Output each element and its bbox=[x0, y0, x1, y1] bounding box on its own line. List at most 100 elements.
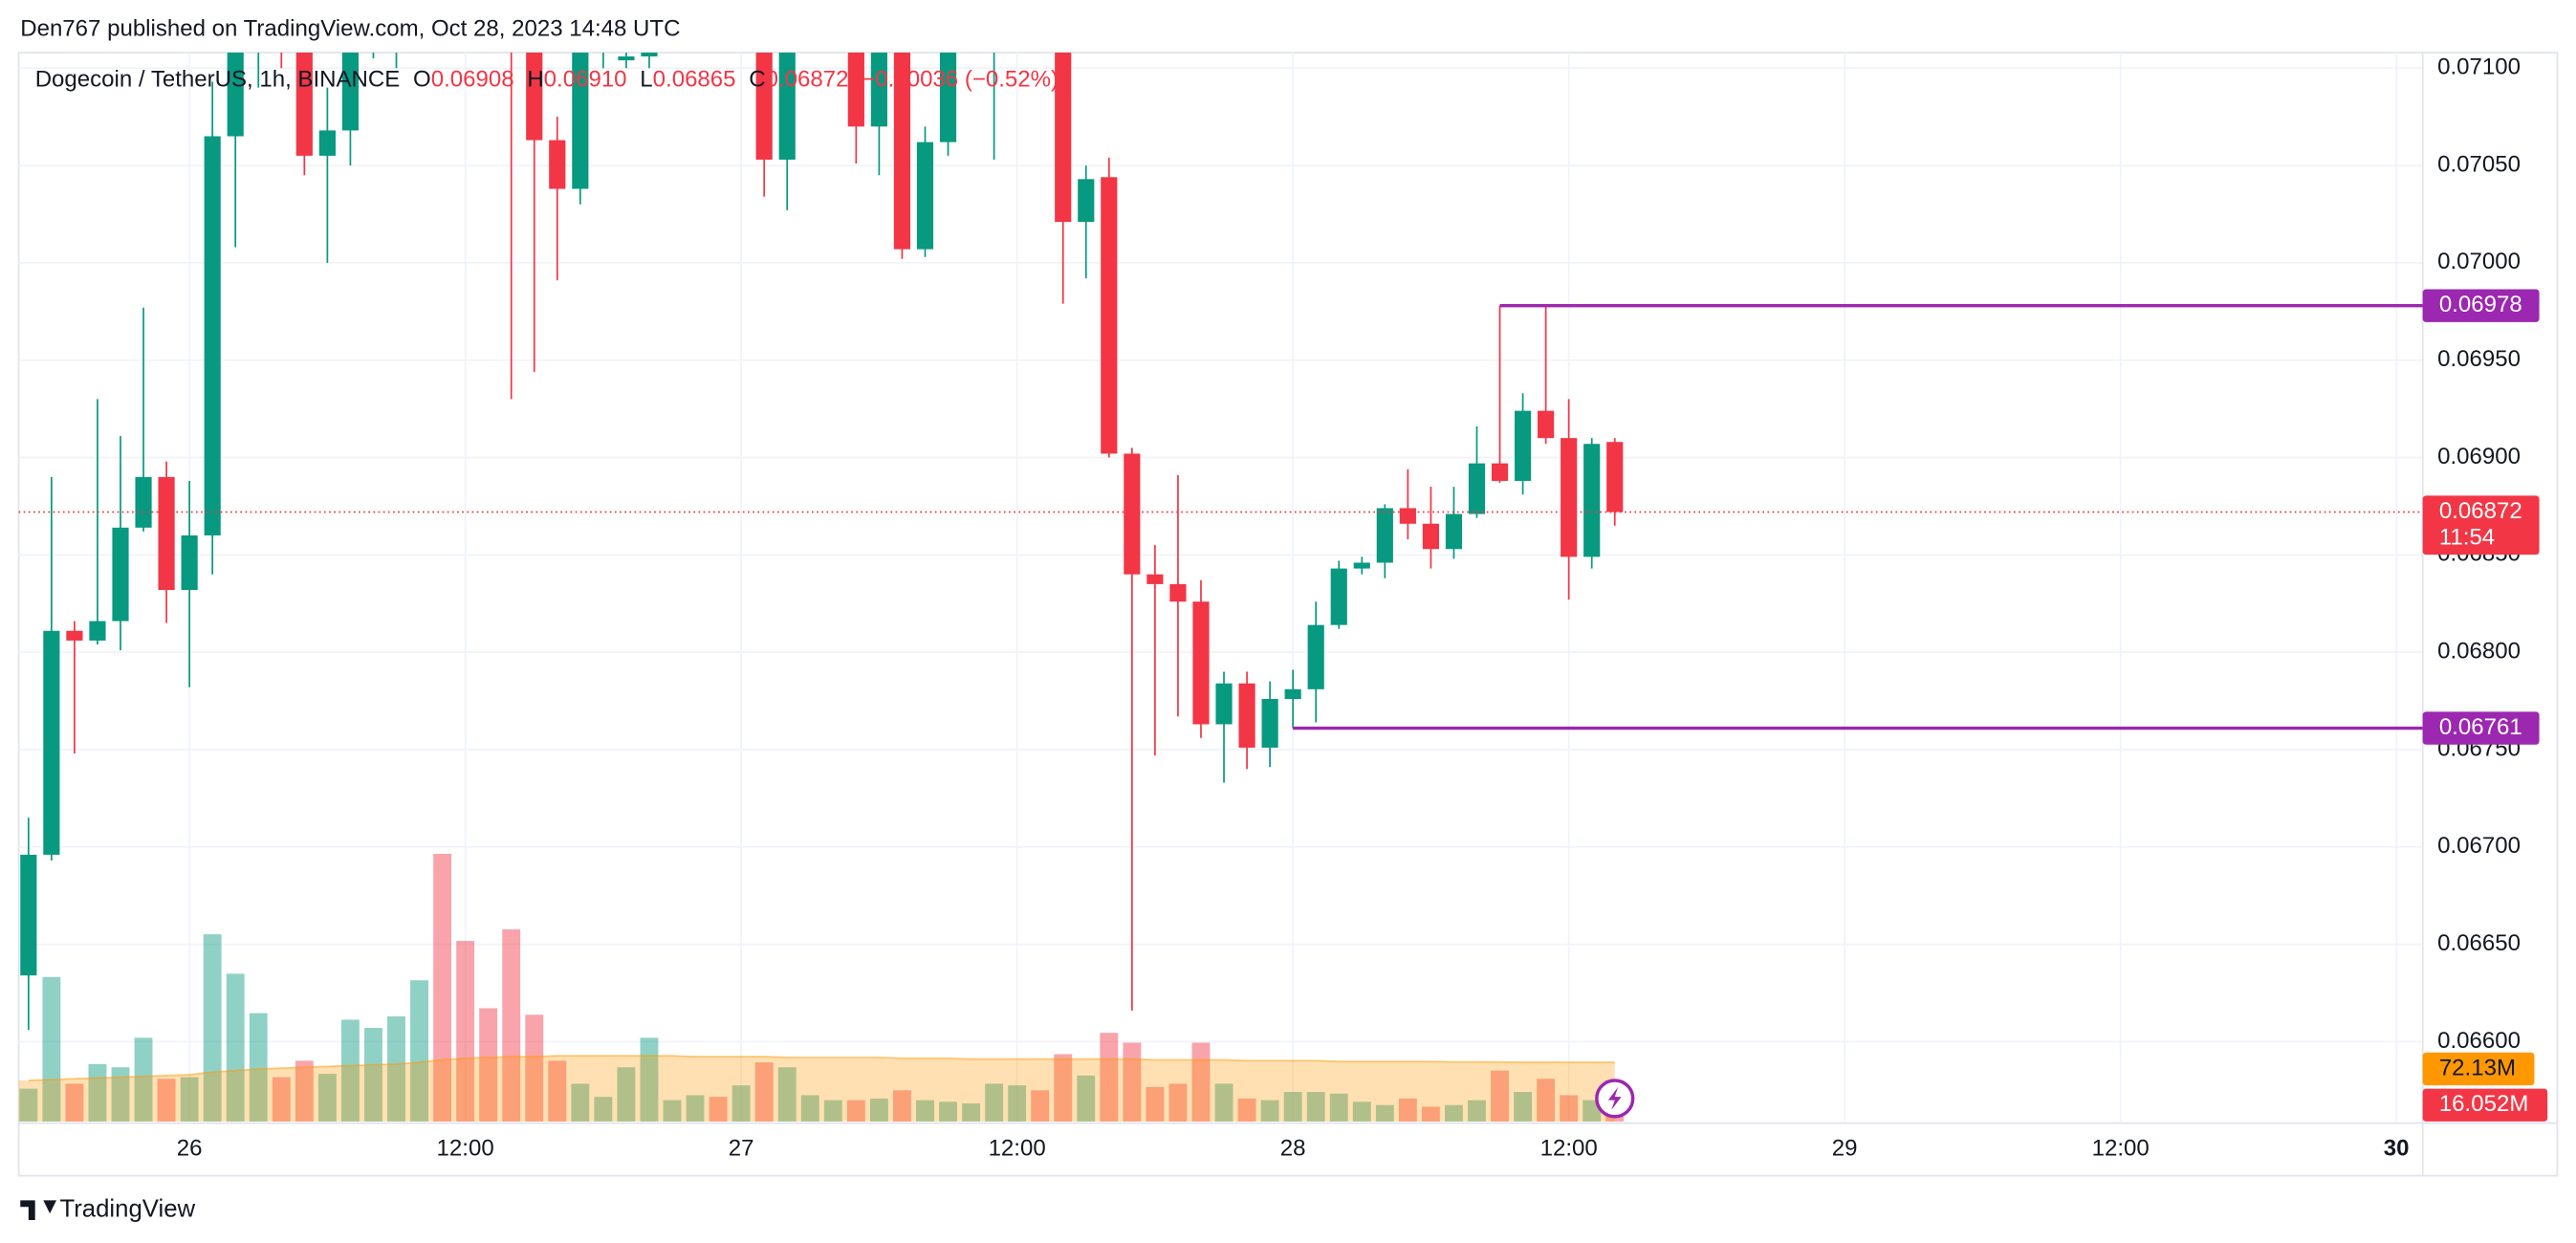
volume-bar bbox=[157, 1079, 176, 1122]
candle-body bbox=[1538, 410, 1555, 439]
volume-bar bbox=[249, 1013, 268, 1122]
volume-bar bbox=[548, 1060, 567, 1122]
volume-tag-label: 16.052M bbox=[2439, 1091, 2529, 1117]
candle-body bbox=[1307, 624, 1324, 689]
volume-bar bbox=[1214, 1083, 1233, 1122]
candle-body bbox=[1514, 410, 1532, 481]
volume-bar bbox=[754, 1062, 774, 1122]
candle-body bbox=[1124, 453, 1141, 575]
volume-bar bbox=[1283, 1092, 1302, 1122]
volume-bar bbox=[295, 1060, 314, 1122]
candles bbox=[20, 52, 1624, 1031]
price-tag-label: 0.06978 bbox=[2439, 292, 2522, 317]
candle-body bbox=[1445, 513, 1463, 550]
volume-bar bbox=[317, 1074, 337, 1122]
candle-body bbox=[227, 52, 244, 137]
volume-bar bbox=[42, 976, 61, 1122]
candle-body bbox=[181, 534, 198, 590]
volume-bar bbox=[387, 1016, 405, 1122]
volume-bar bbox=[1237, 1098, 1256, 1122]
volume-bar bbox=[1008, 1085, 1027, 1122]
volume-bar bbox=[1146, 1086, 1165, 1122]
candle-body bbox=[778, 52, 796, 160]
ohlc-key: C bbox=[749, 66, 765, 92]
volume-bar bbox=[272, 1077, 291, 1122]
volume-bar bbox=[203, 934, 222, 1122]
candle-body bbox=[1422, 523, 1439, 550]
y-tick-label: 0.07000 bbox=[2437, 249, 2521, 274]
volume-bar bbox=[502, 928, 521, 1122]
x-tick-label: 29 bbox=[1832, 1135, 1858, 1161]
volume-bar bbox=[433, 853, 452, 1122]
x-tick-label: 12:00 bbox=[2092, 1135, 2150, 1161]
volume-bar bbox=[594, 1097, 613, 1122]
candle-body bbox=[318, 130, 336, 156]
y-tick-label: 0.06800 bbox=[2437, 638, 2521, 664]
volume-bar bbox=[1421, 1106, 1440, 1122]
candle-body bbox=[916, 142, 934, 250]
candle-body bbox=[295, 52, 313, 156]
countdown-label: 11:54 bbox=[2439, 524, 2495, 550]
volume-bar bbox=[1537, 1079, 1556, 1122]
volume-bar bbox=[1514, 1092, 1533, 1122]
candle-body bbox=[1261, 699, 1278, 748]
volume-bar bbox=[939, 1101, 957, 1122]
volume-bar bbox=[892, 1090, 911, 1122]
candle-body bbox=[1399, 508, 1416, 524]
volume-bar bbox=[800, 1095, 819, 1122]
candle-body bbox=[1238, 683, 1255, 748]
volume-bar bbox=[571, 1083, 590, 1122]
x-tick-label: 12:00 bbox=[1540, 1135, 1598, 1161]
volume-bar bbox=[1491, 1070, 1509, 1122]
volume-bar bbox=[479, 1008, 498, 1122]
ohlc-value: 0.06865 bbox=[653, 66, 736, 92]
volume-bar bbox=[180, 1077, 199, 1122]
volume-bar bbox=[1352, 1101, 1371, 1122]
price-tag bbox=[2422, 711, 2540, 745]
volume-bar bbox=[19, 1088, 38, 1122]
published-note: Den767 published on TradingView.com, Oct… bbox=[20, 15, 680, 41]
last-price-label: 0.06872 bbox=[2439, 498, 2522, 524]
volume-bar bbox=[364, 1028, 382, 1122]
x-tick-label: 12:00 bbox=[437, 1135, 494, 1161]
x-tick-label: 27 bbox=[729, 1135, 754, 1161]
volume-bar bbox=[962, 1103, 981, 1122]
volume-bar bbox=[1375, 1104, 1394, 1122]
candle-body bbox=[158, 476, 175, 590]
volume-bar bbox=[1031, 1090, 1050, 1122]
volume-bar bbox=[709, 1097, 728, 1122]
ohlc-key: O bbox=[413, 66, 431, 92]
y-tick-label: 0.06950 bbox=[2437, 346, 2521, 372]
volume-bar bbox=[1468, 1100, 1486, 1122]
x-tick-label: 26 bbox=[177, 1135, 203, 1161]
candle-body bbox=[1078, 179, 1095, 223]
candle-body bbox=[341, 52, 360, 131]
candle-body bbox=[1101, 177, 1118, 454]
candle-body bbox=[1376, 508, 1393, 563]
volume-bar bbox=[456, 941, 475, 1122]
candle-body bbox=[526, 52, 543, 141]
candle-body bbox=[1192, 601, 1210, 725]
candle-body bbox=[135, 476, 152, 528]
volume-bar bbox=[1329, 1093, 1348, 1122]
volume-bar bbox=[731, 1085, 751, 1122]
ohlc-key: L bbox=[640, 66, 652, 92]
volume-ma-tag bbox=[2422, 1052, 2535, 1086]
volume-ma-area bbox=[18, 1056, 1615, 1122]
ohlc-key: H bbox=[527, 66, 543, 92]
candle-body bbox=[204, 136, 221, 535]
volume-bar bbox=[1168, 1083, 1188, 1122]
volume-bar bbox=[1560, 1095, 1579, 1122]
volume-bar bbox=[1077, 1075, 1096, 1122]
y-tick-label: 0.07050 bbox=[2437, 151, 2521, 177]
x-tick-label: 12:00 bbox=[989, 1135, 1046, 1161]
candle-body bbox=[1330, 568, 1347, 625]
volume-bar bbox=[686, 1095, 705, 1122]
candle-body bbox=[893, 52, 911, 250]
volume-bar bbox=[525, 1014, 544, 1122]
ohlc-value: 0.06908 bbox=[431, 66, 514, 92]
volume-bar bbox=[1306, 1092, 1325, 1122]
volume-bar bbox=[1054, 1054, 1073, 1122]
alert-icon-bolt bbox=[1607, 1086, 1622, 1110]
